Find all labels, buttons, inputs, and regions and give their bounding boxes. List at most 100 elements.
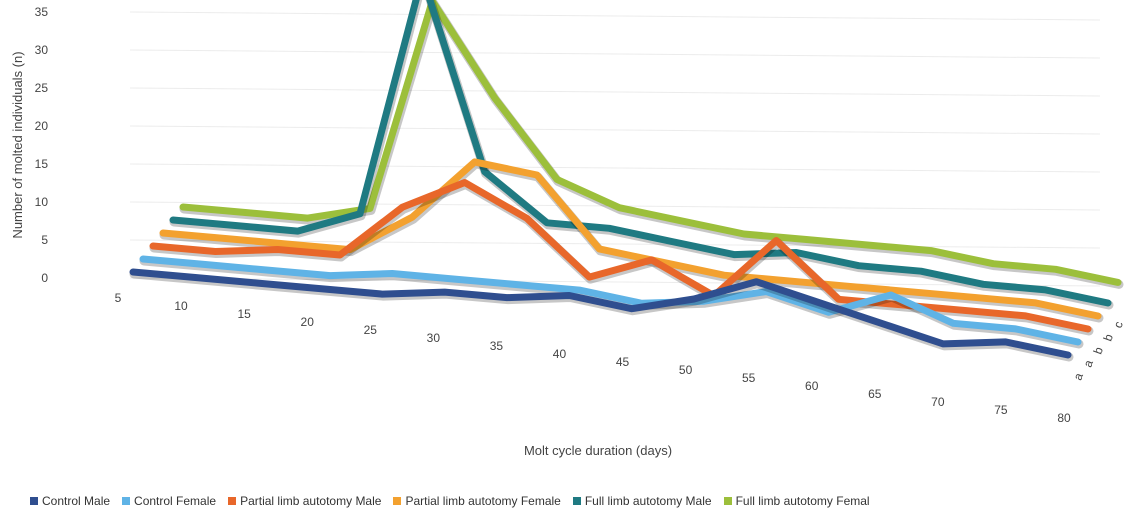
x-tick-label: 75 bbox=[994, 403, 1008, 417]
x-tick-label: 65 bbox=[868, 387, 882, 401]
data-point bbox=[546, 222, 548, 224]
data-point bbox=[1117, 281, 1119, 283]
data-point bbox=[1025, 315, 1027, 317]
data-point bbox=[484, 171, 486, 173]
data-point bbox=[651, 259, 653, 261]
data-point bbox=[805, 239, 807, 241]
chart: 0 5 10 15 20 25 30 35 Number of molted individua… bbox=[10, 0, 1124, 458]
data-point bbox=[369, 207, 371, 209]
data-point bbox=[952, 322, 954, 324]
data-point bbox=[1107, 302, 1109, 304]
data-point bbox=[182, 206, 184, 208]
data-point bbox=[506, 297, 508, 299]
data-point bbox=[142, 258, 144, 260]
data-point bbox=[536, 174, 538, 176]
legend-swatch bbox=[723, 497, 732, 505]
data-point bbox=[858, 265, 860, 267]
data-point bbox=[671, 240, 673, 242]
series-line bbox=[179, 0, 1122, 286]
data-point bbox=[743, 233, 745, 235]
x-tick-label: 55 bbox=[742, 371, 756, 385]
y-tick-label: 35 bbox=[35, 5, 49, 19]
data-point bbox=[1015, 328, 1017, 330]
data-point bbox=[319, 288, 321, 290]
x-tick-label: 35 bbox=[490, 339, 504, 353]
y-axis-title: Number of molted individuals (n) bbox=[10, 51, 25, 238]
gridline bbox=[129, 11, 1101, 21]
data-point bbox=[900, 304, 902, 306]
x-tick-label: 45 bbox=[616, 355, 630, 369]
data-point bbox=[516, 284, 518, 286]
data-point bbox=[848, 285, 850, 287]
depth-label: a bbox=[1081, 358, 1097, 369]
legend-label: Control Female bbox=[134, 494, 217, 508]
data-point bbox=[838, 298, 840, 300]
series-line bbox=[139, 255, 1082, 346]
data-point bbox=[1087, 328, 1089, 330]
data-point bbox=[1067, 354, 1069, 356]
data-point bbox=[454, 278, 456, 280]
series-line bbox=[129, 268, 1072, 359]
legend-swatch bbox=[122, 497, 131, 505]
y-tick-label: 25 bbox=[35, 81, 49, 95]
data-point bbox=[618, 207, 620, 209]
x-tick-label: 10 bbox=[174, 299, 188, 313]
data-point bbox=[1035, 302, 1037, 304]
x-tick-label: 70 bbox=[931, 395, 945, 409]
data-point bbox=[257, 282, 259, 284]
depth-label: b bbox=[1091, 345, 1107, 356]
series-line bbox=[169, 0, 1112, 307]
legend-swatch bbox=[393, 497, 402, 505]
depth-label: b bbox=[1101, 332, 1117, 343]
series-line bbox=[159, 158, 1102, 320]
data-point bbox=[132, 271, 134, 273]
data-point bbox=[992, 263, 994, 265]
data-point bbox=[1045, 289, 1047, 291]
x-tick-label: 5 bbox=[115, 291, 122, 305]
data-point bbox=[942, 343, 944, 345]
series-3 bbox=[159, 158, 1104, 323]
data-point bbox=[818, 301, 820, 303]
data-point bbox=[775, 240, 777, 242]
x-tick-label: 30 bbox=[427, 331, 441, 345]
data-point bbox=[795, 252, 797, 254]
data-point bbox=[444, 291, 446, 293]
x-tick-label: 50 bbox=[679, 363, 693, 377]
depth-label: c bbox=[1111, 319, 1124, 329]
legend-item: Full limb autotomy Femal bbox=[723, 494, 870, 508]
data-point bbox=[693, 298, 695, 300]
data-point bbox=[765, 291, 767, 293]
data-point bbox=[755, 281, 757, 283]
data-point bbox=[1077, 341, 1079, 343]
x-axis-title: Molt cycle duration (days) bbox=[524, 443, 672, 458]
data-point bbox=[1097, 315, 1099, 317]
x-tick-label: 40 bbox=[553, 347, 567, 361]
y-tick-label: 20 bbox=[35, 119, 49, 133]
x-tick-label: 80 bbox=[1057, 411, 1071, 425]
data-point bbox=[982, 283, 984, 285]
data-point bbox=[598, 248, 600, 250]
gridline bbox=[129, 125, 1101, 135]
y-tick-label: 5 bbox=[41, 233, 48, 247]
x-tick-label: 25 bbox=[364, 323, 378, 337]
data-point bbox=[277, 248, 279, 250]
data-point bbox=[234, 225, 236, 227]
data-point bbox=[723, 274, 725, 276]
y-tick-label: 15 bbox=[35, 157, 49, 171]
data-point bbox=[162, 232, 164, 234]
series-4 bbox=[169, 0, 1114, 310]
data-point bbox=[339, 254, 341, 256]
legend: Control Male Control Female Partial limb a… bbox=[30, 494, 1124, 508]
data-point bbox=[464, 181, 466, 183]
y-tick-label: 30 bbox=[35, 43, 49, 57]
legend-swatch bbox=[30, 497, 38, 505]
data-point bbox=[204, 264, 206, 266]
data-point bbox=[381, 293, 383, 295]
y-tick-label: 0 bbox=[41, 271, 48, 285]
data-point bbox=[972, 296, 974, 298]
legend-item: Control Female bbox=[122, 494, 216, 508]
legend-swatch bbox=[228, 497, 237, 505]
data-point bbox=[828, 311, 830, 313]
data-point bbox=[930, 250, 932, 252]
data-point bbox=[631, 308, 633, 310]
